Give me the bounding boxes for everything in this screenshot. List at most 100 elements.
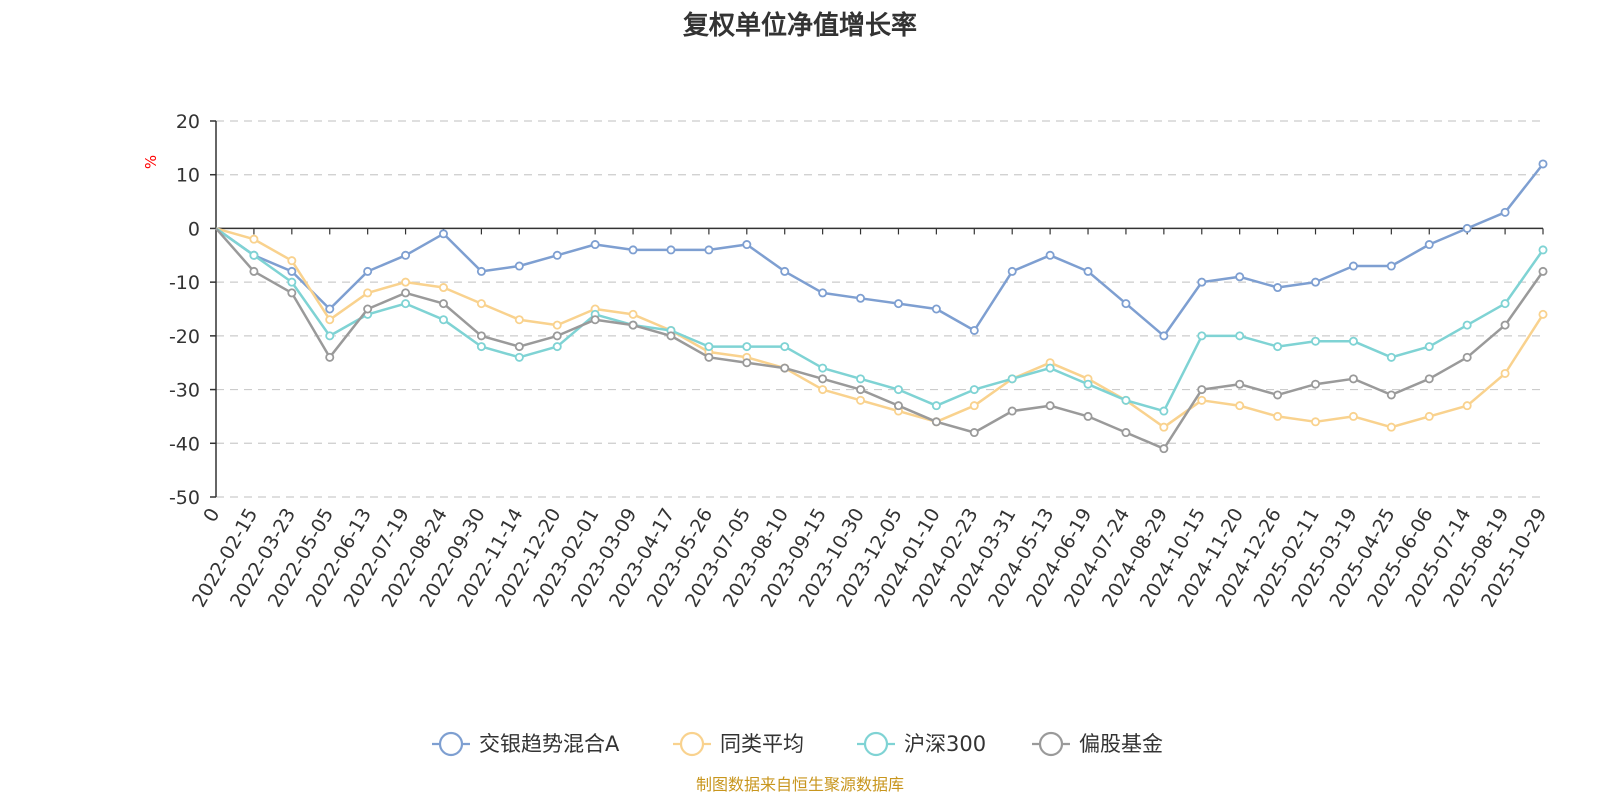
legend-marker-icon <box>863 731 889 757</box>
data-point <box>476 266 486 276</box>
legend-item-3[interactable]: 偏股基金 <box>1032 731 1163 757</box>
legend[interactable]: 交银趋势混合A 同类平均 沪深300 偏股基金 <box>432 731 1163 757</box>
y-tick-label: -40 <box>169 433 200 455</box>
data-point <box>704 352 714 362</box>
data-point <box>1235 331 1245 341</box>
data-point <box>287 277 297 287</box>
data-point <box>325 331 335 341</box>
legend-item-1[interactable]: 同类平均 <box>673 731 804 757</box>
data-point <box>628 245 638 255</box>
data-point <box>969 401 979 411</box>
data-source-note: 制图数据来自恒生聚源数据库 <box>696 775 904 794</box>
data-point <box>1311 417 1321 427</box>
data-point <box>1121 299 1131 309</box>
data-point <box>893 299 903 309</box>
data-point <box>856 385 866 395</box>
y-tick-label: -10 <box>169 272 200 294</box>
data-point <box>514 342 524 352</box>
data-point <box>1235 379 1245 389</box>
data-point <box>1386 352 1396 362</box>
data-point <box>1500 207 1510 217</box>
legend-label: 同类平均 <box>720 732 804 756</box>
data-point <box>1197 385 1207 395</box>
data-point <box>780 266 790 276</box>
data-point <box>1273 342 1283 352</box>
data-point <box>590 315 600 325</box>
data-point <box>704 245 714 255</box>
data-point <box>856 395 866 405</box>
data-point <box>1273 390 1283 400</box>
grid-lines <box>216 120 1543 498</box>
data-point <box>1197 331 1207 341</box>
data-point <box>969 385 979 395</box>
series-line-1 <box>215 227 1545 429</box>
x-tick-label: 0 <box>199 505 224 526</box>
data-point <box>287 266 297 276</box>
data-point <box>931 304 941 314</box>
data-point <box>856 293 866 303</box>
data-point <box>1424 374 1434 384</box>
data-point <box>1159 331 1169 341</box>
legend-item-2[interactable]: 沪深300 <box>857 731 986 757</box>
data-point <box>514 315 524 325</box>
data-point <box>1348 411 1358 421</box>
data-point <box>856 374 866 384</box>
data-point <box>325 304 335 314</box>
y-axis: 20 10 0 -10 -20 -30 -40 -50 <box>169 111 217 509</box>
data-point <box>1424 342 1434 352</box>
y-axis-unit: % <box>142 155 160 169</box>
legend-item-0[interactable]: 交银趋势混合A <box>432 731 620 757</box>
y-tick-label: -50 <box>169 487 200 509</box>
data-point <box>438 315 448 325</box>
data-point <box>401 250 411 260</box>
data-point <box>476 299 486 309</box>
data-point <box>1121 428 1131 438</box>
data-point <box>1083 379 1093 389</box>
data-point <box>1386 422 1396 432</box>
data-point <box>1045 401 1055 411</box>
data-point <box>1386 261 1396 271</box>
data-point <box>1538 245 1548 255</box>
data-point <box>1311 277 1321 287</box>
data-point <box>514 352 524 362</box>
series-line-0 <box>215 163 1544 338</box>
data-point <box>1159 406 1169 416</box>
data-point <box>969 428 979 438</box>
data-point <box>287 256 297 266</box>
data-point <box>704 342 714 352</box>
data-point <box>1538 266 1548 276</box>
data-point <box>742 240 752 250</box>
data-point <box>893 385 903 395</box>
data-point <box>1235 272 1245 282</box>
data-point <box>818 288 828 298</box>
data-point <box>780 363 790 373</box>
data-point <box>552 320 562 330</box>
data-point <box>1197 277 1207 287</box>
data-point <box>628 320 638 330</box>
data-point <box>1007 266 1017 276</box>
data-point <box>1348 374 1358 384</box>
data-point <box>666 245 676 255</box>
data-point <box>325 315 335 325</box>
data-point <box>1386 390 1396 400</box>
data-point <box>1159 422 1169 432</box>
legend-label: 交银趋势混合A <box>479 732 620 756</box>
legend-marker-icon <box>438 731 464 757</box>
data-point <box>249 250 259 260</box>
data-point <box>1045 250 1055 260</box>
data-point <box>1462 352 1472 362</box>
data-point <box>1045 363 1055 373</box>
data-point <box>818 385 828 395</box>
y-tick-label: -20 <box>169 326 200 348</box>
data-point <box>1462 401 1472 411</box>
data-point <box>401 299 411 309</box>
data-point <box>818 374 828 384</box>
data-point <box>1500 299 1510 309</box>
data-point <box>1462 320 1472 330</box>
data-point <box>438 299 448 309</box>
data-point <box>287 288 297 298</box>
data-point <box>552 331 562 341</box>
data-point <box>363 304 373 314</box>
y-tick-label: 20 <box>176 111 200 133</box>
data-point <box>1424 240 1434 250</box>
